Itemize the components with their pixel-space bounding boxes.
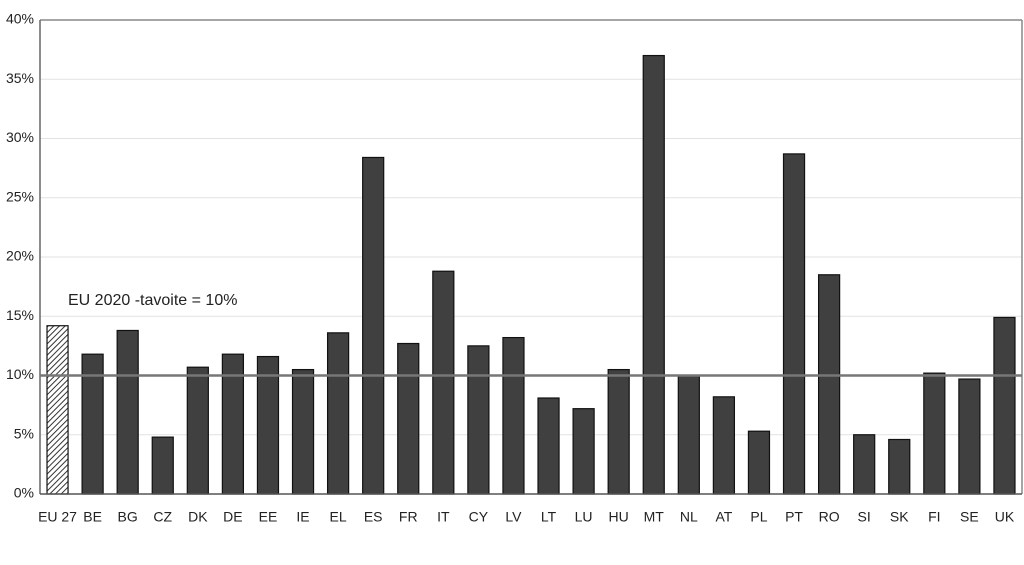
x-tick-label: PL bbox=[750, 509, 767, 525]
x-tick-label: EU 27 bbox=[38, 509, 77, 525]
x-tick-label: SI bbox=[858, 509, 871, 525]
x-tick-label: LV bbox=[505, 509, 522, 525]
x-tick-label: LU bbox=[575, 509, 593, 525]
y-tick-label: 35% bbox=[6, 70, 34, 86]
bar bbox=[502, 336, 525, 495]
x-tick-label: BG bbox=[118, 509, 138, 525]
bar bbox=[326, 332, 350, 495]
x-tick-label: UK bbox=[995, 509, 1015, 525]
x-tick-label: RO bbox=[819, 509, 840, 525]
bar bbox=[256, 355, 280, 495]
x-tick-label: LT bbox=[541, 509, 557, 525]
y-tick-label: 40% bbox=[6, 11, 34, 27]
bar bbox=[397, 342, 420, 495]
bar bbox=[467, 345, 490, 495]
x-tick-label: FR bbox=[399, 509, 418, 525]
x-tick-label: EE bbox=[259, 509, 278, 525]
bar bbox=[888, 438, 911, 495]
bar bbox=[712, 396, 736, 495]
bar bbox=[853, 434, 876, 495]
x-tick-label: CY bbox=[469, 509, 489, 525]
y-tick-label: 15% bbox=[6, 307, 34, 323]
x-tick-label: SE bbox=[960, 509, 979, 525]
x-tick-label: AT bbox=[715, 509, 732, 525]
bar bbox=[923, 372, 946, 495]
bar bbox=[677, 374, 700, 495]
bar bbox=[151, 436, 174, 495]
bar bbox=[572, 408, 595, 495]
x-tick-label: ES bbox=[364, 509, 383, 525]
x-tick-label: CZ bbox=[153, 509, 172, 525]
y-tick-label: 10% bbox=[6, 366, 34, 382]
x-tick-label: HU bbox=[609, 509, 629, 525]
bar bbox=[362, 156, 385, 495]
bar bbox=[817, 274, 841, 495]
bar bbox=[747, 430, 771, 495]
bar bbox=[607, 368, 630, 495]
y-tick-label: 30% bbox=[6, 129, 34, 145]
bar bbox=[642, 54, 665, 495]
bar bbox=[782, 153, 806, 495]
x-tick-label: SK bbox=[890, 509, 909, 525]
x-tick-label: IE bbox=[296, 509, 309, 525]
bar bbox=[46, 325, 69, 495]
x-tick-label: FI bbox=[928, 509, 940, 525]
x-tick-label: BE bbox=[83, 509, 102, 525]
target-label: EU 2020 -tavoite = 10% bbox=[68, 292, 237, 309]
bar bbox=[537, 397, 560, 495]
y-tick-label: 25% bbox=[6, 188, 34, 204]
y-tick-label: 0% bbox=[14, 485, 34, 501]
y-tick-label: 5% bbox=[14, 425, 34, 441]
x-tick-label: DE bbox=[223, 509, 242, 525]
bar bbox=[993, 316, 1016, 495]
y-tick-label: 20% bbox=[6, 248, 34, 264]
bar bbox=[432, 270, 455, 495]
x-tick-label: NL bbox=[680, 509, 698, 525]
bar bbox=[186, 366, 209, 495]
bar bbox=[291, 368, 315, 495]
bar bbox=[116, 329, 139, 495]
x-tick-label: PT bbox=[785, 509, 803, 525]
bar bbox=[958, 378, 981, 495]
x-tick-label: EL bbox=[330, 509, 347, 525]
x-tick-label: MT bbox=[644, 509, 665, 525]
x-tick-label: IT bbox=[437, 509, 450, 525]
x-tick-label: DK bbox=[188, 509, 208, 525]
